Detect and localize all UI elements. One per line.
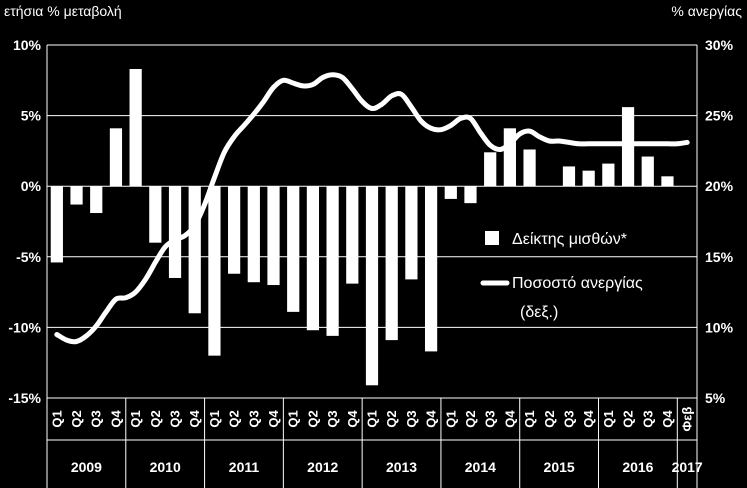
y-tick-left: 10%: [13, 37, 42, 53]
quarter-label: Q2: [384, 410, 399, 427]
bar: [208, 186, 221, 356]
bar: [70, 186, 83, 205]
quarter-label: Q2: [621, 410, 636, 427]
quarter-label: Q3: [168, 410, 183, 427]
legend: Δείκτης μισθών* Ποσοστό ανεργίας (δεξ.): [480, 231, 643, 321]
bar: [168, 186, 182, 278]
quarter-label: Q1: [522, 410, 537, 427]
bar: [267, 186, 280, 286]
x-axis-labels: Q1 Q2 Q3 Q4 Q1 Q2 Q3 Q4 Q1 Q2 Q3 Q4 Q1 Q2 Q3 Q4 Q1 Q2 Q3 Q4…: [46, 398, 703, 488]
bar: [287, 186, 300, 312]
quarter-label: Q3: [246, 410, 261, 427]
year-label: 2013: [386, 459, 417, 475]
quarter-label: Q3: [89, 410, 104, 427]
y-tick-right: 10%: [705, 319, 734, 335]
year-label: 2017: [672, 459, 703, 475]
unemployment-line: [54, 72, 690, 345]
quarter-label: Q4: [581, 410, 596, 428]
bar: [464, 186, 477, 204]
legend-line-label: Ποσοστό ανεργίας: [512, 275, 643, 292]
quarter-label: Q1: [443, 410, 458, 427]
quarter-label: Q4: [345, 410, 360, 428]
bar: [188, 186, 201, 314]
quarter-label: Q1: [207, 410, 222, 427]
quarter-label: Q1: [49, 410, 64, 427]
y-tick-right: 5%: [705, 390, 726, 406]
bar: [346, 186, 359, 284]
quarter-label: Q4: [502, 410, 517, 428]
bar: [641, 156, 654, 187]
bar: [661, 176, 674, 187]
y-tick-left: -10%: [8, 319, 41, 335]
bar: [405, 186, 418, 280]
quarter-label: Q2: [148, 410, 163, 427]
quarter-label: Q2: [305, 410, 320, 427]
legend-bar-swatch: [485, 231, 499, 245]
quarter-label: Q1: [365, 410, 380, 427]
quarter-label: Q4: [424, 410, 439, 428]
bar: [149, 186, 162, 243]
quarter-label: Q3: [483, 410, 498, 427]
quarter-label: Q2: [542, 410, 557, 427]
year-label: 2016: [622, 459, 653, 475]
line-series: [54, 72, 690, 345]
quarter-label: Q2: [463, 410, 478, 427]
y-tick-left: 5%: [21, 108, 42, 124]
bar: [621, 107, 635, 187]
bar: [424, 186, 438, 352]
bar: [484, 152, 497, 187]
bar: [444, 186, 457, 199]
bar: [385, 186, 398, 341]
bar: [90, 186, 103, 214]
bar: [523, 149, 536, 187]
quarter-label: Q3: [325, 410, 340, 427]
bar: [50, 186, 63, 263]
legend-bar-label: Δείκτης μισθών*: [512, 231, 627, 248]
quarter-label: Q3: [640, 410, 655, 427]
year-label: 2012: [307, 459, 338, 475]
year-label: 2011: [229, 459, 260, 475]
quarter-label: Q3: [562, 410, 577, 427]
quarter-label: Q4: [660, 410, 675, 428]
bar: [306, 186, 320, 331]
tick-labels: 10% 5% 0% -5% -10% -15% 30% 25% 20% 15% 10% 5%: [8, 37, 733, 406]
quarter-label: Q2: [69, 410, 84, 427]
bar: [228, 186, 241, 274]
bar: [582, 170, 595, 187]
y-axis-left-title: ετήσια % μεταβολή: [4, 3, 122, 19]
quarter-label: Φεβ: [680, 407, 695, 432]
y-tick-left: 0%: [21, 178, 42, 194]
year-label: 2015: [544, 459, 575, 475]
quarter-label: Q1: [286, 410, 301, 427]
year-label: 2014: [465, 459, 496, 475]
quarter-label: Q4: [108, 410, 123, 428]
bar: [326, 186, 339, 336]
axes: [46, 45, 698, 399]
bar: [247, 186, 260, 283]
legend-line-label-suffix: (δεξ.): [520, 304, 558, 321]
y-tick-right: 30%: [705, 37, 734, 53]
y-tick-left: -5%: [16, 249, 41, 265]
quarter-label: Q1: [601, 410, 616, 427]
bar-series: [50, 69, 674, 386]
y-tick-right: 25%: [705, 108, 734, 124]
quarter-label: Q4: [266, 410, 281, 428]
quarter-label: Q3: [404, 410, 419, 427]
bar: [602, 163, 615, 187]
year-label: 2009: [71, 459, 102, 475]
year-label: 2010: [150, 459, 181, 475]
bar: [562, 166, 576, 187]
y-tick-right: 15%: [705, 249, 734, 265]
y-axis-right-title: % ανεργίας: [671, 3, 742, 19]
quarter-label: Q2: [227, 410, 242, 427]
quarter-label: Q1: [128, 410, 143, 427]
y-tick-left: -15%: [8, 390, 41, 406]
bar: [365, 186, 379, 386]
bar: [109, 128, 123, 187]
y-tick-right: 20%: [705, 178, 734, 194]
bar: [129, 69, 142, 187]
quarter-label: Q4: [187, 410, 202, 428]
